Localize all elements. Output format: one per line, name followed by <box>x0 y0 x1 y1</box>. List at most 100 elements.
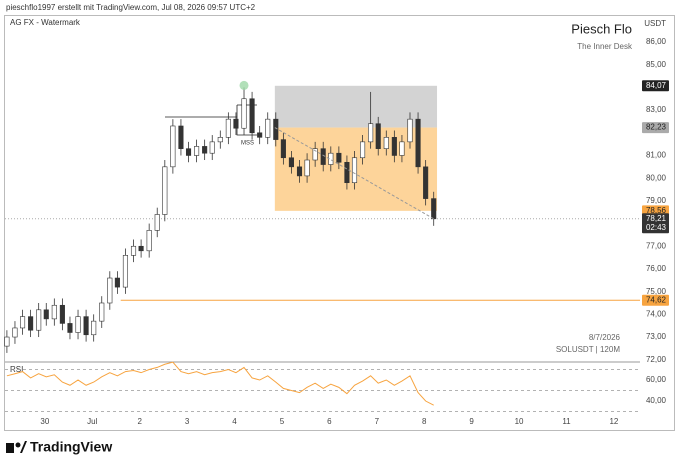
x-tick-label: 5 <box>280 417 285 426</box>
candle-body <box>423 166 429 199</box>
candle-body <box>28 316 34 331</box>
candle-body <box>320 148 326 165</box>
candle-body <box>138 245 144 252</box>
countdown: 02:43 <box>646 223 667 232</box>
y-tick-label: 79,00 <box>646 196 667 205</box>
x-tick-label: 3 <box>185 417 190 426</box>
price-tag-bg <box>642 294 669 306</box>
rsi-tick-label: 40,00 <box>646 396 667 405</box>
candle-body <box>75 316 81 333</box>
symbol: SOLUSDT | 120M <box>556 345 621 354</box>
candle-body <box>225 118 231 138</box>
x-tick-label: 10 <box>515 417 524 426</box>
candle-body <box>107 277 113 304</box>
candle-body <box>202 146 208 154</box>
candle-body <box>368 123 374 143</box>
x-tick-label: 6 <box>327 417 332 426</box>
price-tag: 78,21 <box>646 214 667 223</box>
candle-body <box>12 327 18 338</box>
high-marker <box>239 80 249 90</box>
candle-body <box>99 302 105 322</box>
x-tick-label: 11 <box>562 417 571 426</box>
price-tag: 84,07 <box>646 81 667 90</box>
candle-body <box>265 118 271 138</box>
candle-body <box>273 118 279 140</box>
candle-body <box>391 137 397 156</box>
y-tick-label: 85,00 <box>646 60 667 69</box>
candle-body <box>146 230 152 252</box>
candle-body <box>351 157 358 184</box>
y-tick-label: 83,00 <box>646 105 667 114</box>
candle-body <box>399 141 405 156</box>
rsi-tick-label: 60,00 <box>646 375 667 384</box>
candle-body <box>241 98 247 129</box>
y-tick-label: 76,00 <box>646 264 667 273</box>
candle-body <box>257 132 263 138</box>
candle-body <box>360 141 366 159</box>
annotation: MSS <box>241 141 254 147</box>
stop-zone <box>274 85 438 128</box>
candle-body <box>407 118 413 143</box>
frame <box>4 15 675 431</box>
y-tick-label: 80,00 <box>646 173 667 182</box>
trade-path <box>274 127 434 220</box>
candle-body <box>233 118 239 129</box>
candle-body <box>114 277 120 288</box>
candle-body <box>83 316 89 336</box>
candle-body <box>185 148 192 156</box>
candle-body <box>288 157 294 168</box>
x-tick-label: 2 <box>137 417 142 426</box>
candle-body <box>122 255 129 288</box>
y-tick-label: 81,00 <box>646 151 667 160</box>
x-tick-label: 4 <box>232 417 237 426</box>
candle-body <box>375 123 381 149</box>
x-tick-label: Jul <box>87 417 97 426</box>
candle-body <box>170 125 176 168</box>
x-tick-label: 9 <box>469 417 474 426</box>
x-tick-label: 7 <box>375 417 380 426</box>
candle-body <box>67 323 73 333</box>
candle-body <box>194 146 200 156</box>
currency: USDT <box>644 19 666 28</box>
y-tick-label: 73,00 <box>646 332 667 341</box>
candle-body <box>296 166 303 177</box>
header: pieschflo1997 erstellt mit TradingView.c… <box>6 3 256 12</box>
candle-body <box>336 152 342 163</box>
candle-body <box>217 137 223 143</box>
chart-title: Piesch Flo <box>571 21 632 36</box>
chart-subtitle: The Inner Desk <box>577 42 633 51</box>
candle-body <box>249 98 255 134</box>
candle-body <box>130 245 137 256</box>
price-tag: 82,23 <box>646 123 667 132</box>
y-tick-label: 74,00 <box>646 309 667 318</box>
candle-body <box>19 316 26 329</box>
candle-body <box>431 198 437 220</box>
x-tick-label: 30 <box>40 417 49 426</box>
price-tag-bg <box>642 213 669 234</box>
candle-body <box>154 214 160 231</box>
logo <box>6 441 27 453</box>
candle-body <box>178 125 184 149</box>
candle-body <box>51 304 57 320</box>
x-tick-label: 8 <box>422 417 427 426</box>
candle-body <box>209 141 215 154</box>
candle-body <box>4 336 10 347</box>
candle-body <box>383 137 389 149</box>
price-tag-bg <box>642 122 669 134</box>
candle-body <box>91 320 97 336</box>
candle-body <box>43 309 49 320</box>
rsi-line <box>6 361 434 406</box>
candle-body <box>162 166 168 215</box>
x-tick-label: 12 <box>609 417 618 426</box>
candle-body <box>59 304 65 324</box>
watermark: AG FX - Watermark <box>10 18 81 27</box>
price-tag-bg <box>642 80 669 92</box>
candle-body <box>415 118 421 168</box>
candle-body <box>344 161 350 184</box>
candle-body <box>312 148 318 161</box>
price-tag: 74,62 <box>646 295 667 304</box>
candle-body <box>36 309 42 331</box>
y-tick-label: 77,00 <box>646 241 667 250</box>
